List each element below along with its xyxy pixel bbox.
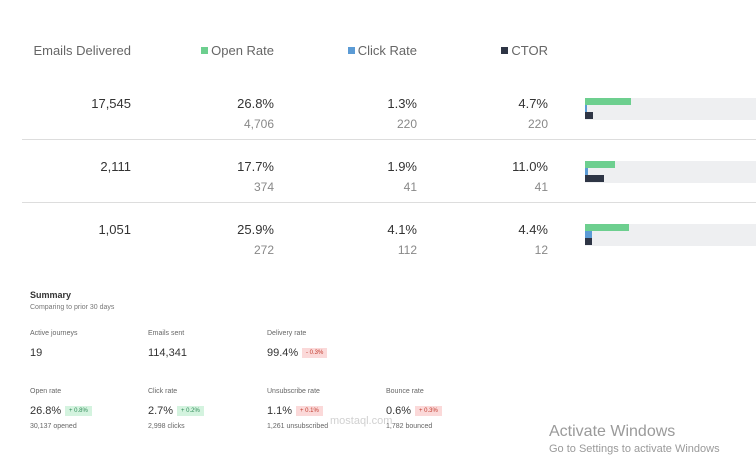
bar-ctor [585, 112, 593, 119]
metric-label: Active journeys [30, 330, 78, 337]
metric-label: Click rate [148, 388, 178, 395]
metric-change: + 0.8% [65, 406, 92, 416]
column-header: Open Rate [211, 43, 274, 58]
cell-sub: 374 [253, 180, 274, 194]
metric-value: 2.7% [148, 405, 174, 417]
metric-value: 19 [30, 347, 43, 359]
metric-label: Bounce rate [386, 388, 424, 395]
legend-swatch [201, 47, 208, 54]
metric-note: 1,261 unsubscribed [267, 423, 329, 430]
cell-value: 17.7% [237, 159, 274, 174]
cell-sub: 41 [534, 180, 548, 194]
column-header: Emails Delivered [33, 43, 131, 58]
metric-change: + 0.3% [415, 406, 442, 416]
summary-title: Summary [30, 290, 72, 300]
metric-value: 114,341 [148, 347, 187, 359]
cell-value: 1.9% [387, 159, 417, 174]
watermark-subtitle: Go to Settings to activate Windows [549, 443, 720, 455]
cell-sub: 12 [534, 243, 548, 257]
legend-swatch [501, 47, 508, 54]
metric-value: 1.1% [267, 405, 293, 417]
metric-change: + 0.1% [296, 406, 323, 416]
row-divider [22, 202, 756, 203]
cell-sub: 4,706 [243, 117, 274, 131]
metric-change: - 0.3% [302, 348, 328, 358]
metric-value: 0.6% [386, 405, 412, 417]
cell-value: 2,111 [100, 159, 131, 174]
row-divider [22, 139, 756, 140]
summary-subtitle: Comparing to prior 30 days [30, 304, 115, 311]
metric-note: 30,137 opened [30, 423, 77, 430]
metric-note: 1,782 bounced [386, 423, 433, 430]
column-header: CTOR [511, 43, 548, 58]
bar-ctor [585, 238, 593, 245]
bar-open [585, 161, 616, 168]
bar-open [585, 98, 631, 105]
cell-value: 4.1% [387, 222, 417, 237]
metric-change: + 0.2% [177, 406, 204, 416]
metric-label: Emails sent [148, 330, 185, 337]
watermark-site: mostaql.com [330, 415, 393, 427]
metric-value: 99.4% [267, 347, 299, 359]
metric-label: Delivery rate [267, 330, 307, 337]
watermark-title: Activate Windows [549, 423, 676, 440]
cell-sub: 220 [527, 117, 548, 131]
cell-sub: 220 [396, 117, 417, 131]
cell-sub: 112 [397, 243, 417, 257]
cell-value: 25.9% [237, 222, 274, 237]
cell-sub: 41 [403, 180, 417, 194]
bar-ctor [585, 175, 604, 182]
cell-value: 26.8% [237, 96, 274, 111]
bar-track [585, 161, 756, 183]
metric-note: 2,998 clicks [148, 423, 185, 430]
cell-value: 4.7% [518, 96, 548, 111]
bar-click [585, 168, 589, 175]
metric-label: Open rate [30, 388, 62, 395]
bar-click [585, 231, 592, 238]
bar-click [585, 105, 588, 112]
metric-label: Unsubscribe rate [267, 388, 320, 395]
metric-value: 26.8% [30, 405, 62, 417]
legend-swatch [348, 47, 355, 54]
bar-open [585, 224, 630, 231]
column-header: Click Rate [357, 43, 417, 58]
cell-value: 1.3% [387, 96, 417, 111]
cell-value: 11.0% [512, 159, 548, 174]
cell-sub: 272 [253, 243, 274, 257]
cell-value: 4.4% [518, 222, 548, 237]
cell-value: 1,051 [98, 222, 131, 237]
cell-value: 17,545 [91, 96, 131, 111]
